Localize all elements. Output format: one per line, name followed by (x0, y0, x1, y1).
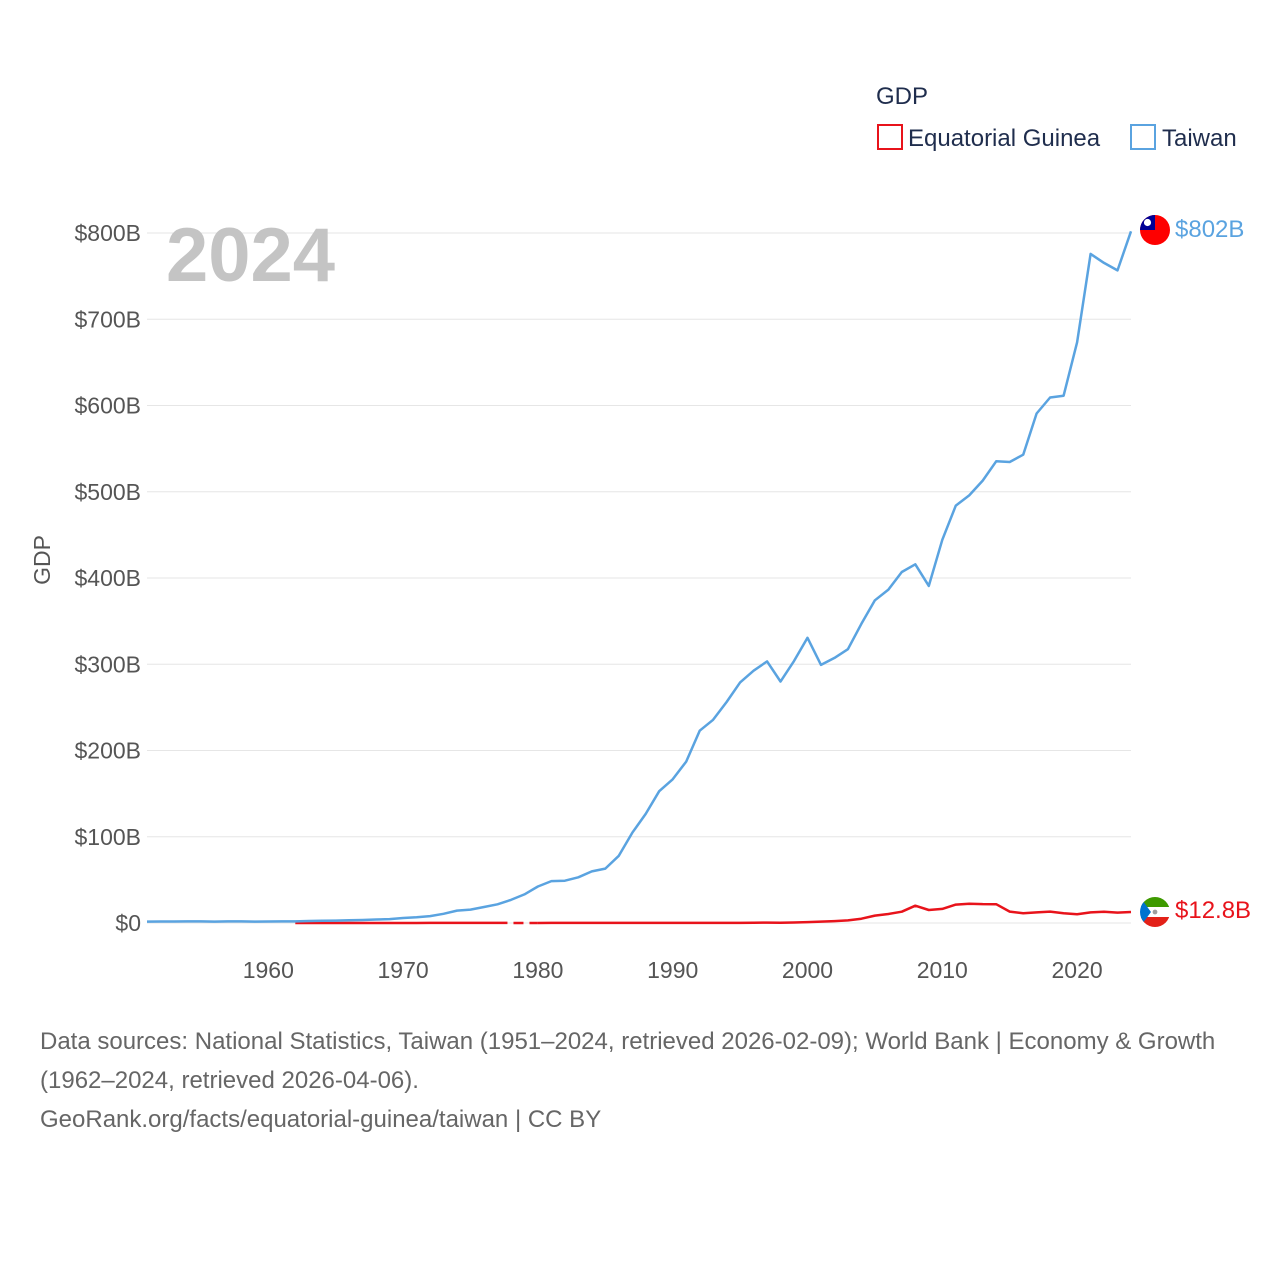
legend-item-equatorial-guinea[interactable]: Equatorial Guinea (877, 124, 1101, 152)
taiwan-end-label: $802B (1175, 216, 1244, 243)
y-tick-label: $200B (74, 738, 141, 764)
x-tick-label: 1990 (647, 957, 698, 983)
y-tick-label: $300B (74, 651, 141, 677)
equatorial-guinea-flag-icon (1140, 897, 1170, 927)
legend-swatch-taiwan (1130, 124, 1156, 150)
series-line-equatorial-guinea (295, 902, 1132, 925)
y-tick-label: $700B (74, 306, 141, 332)
legend-item-taiwan[interactable]: Taiwan (1130, 124, 1237, 152)
y-tick-label: $0 (115, 910, 141, 936)
legend-title: GDP (876, 83, 928, 110)
x-axis-ticks: 1960 1970 1980 1990 2000 2010 2020 (243, 957, 1103, 983)
legend-label-taiwan: Taiwan (1162, 125, 1237, 152)
y-tick-label: $100B (74, 824, 141, 850)
series-line-taiwan (146, 230, 1133, 923)
x-tick-label: 1970 (378, 957, 429, 983)
x-tick-label: 2000 (782, 957, 833, 983)
gridlines (147, 232, 1131, 924)
x-tick-label: 1980 (512, 957, 563, 983)
series-lines (146, 230, 1133, 925)
credit-text: GeoRank.org/facts/equatorial-guinea/taiw… (40, 1106, 602, 1133)
legend-label-equatorial-guinea: Equatorial Guinea (908, 125, 1101, 152)
taiwan-flag-icon (1140, 215, 1170, 245)
x-tick-label: 2020 (1051, 957, 1102, 983)
data-sources-text: Data sources: National Statistics, Taiwa… (40, 1028, 1216, 1094)
x-tick-label: 1960 (243, 957, 294, 983)
y-tick-label: $600B (74, 393, 141, 419)
y-axis-label: GDP (29, 535, 55, 585)
y-tick-label: $400B (74, 565, 141, 591)
gdp-line-chart: $0 $100B $200B $300B $400B $500B $600B $700B $80… (29, 83, 1251, 983)
footer: Data sources: National Statistics, Taiwa… (40, 1022, 1240, 1139)
y-tick-label: $500B (74, 479, 141, 505)
x-tick-label: 2010 (917, 957, 968, 983)
y-axis-ticks: $0 $100B $200B $300B $400B $500B $600B $700B $80… (74, 220, 141, 936)
y-tick-label: $800B (74, 220, 141, 246)
year-label: 2024 (166, 213, 335, 298)
legend: GDP Equatorial Guinea Taiwan (876, 83, 1237, 152)
legend-swatch-equatorial-guinea (877, 124, 903, 150)
equatorial-guinea-end-label: $12.8B (1175, 897, 1251, 924)
